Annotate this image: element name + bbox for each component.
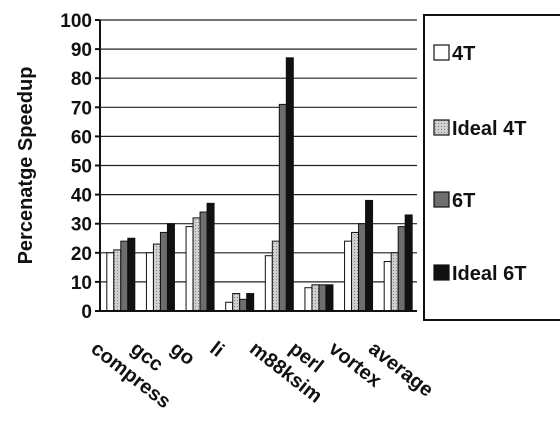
bar-go-6t <box>199 211 208 312</box>
bar-compress-ideal-4t <box>113 249 122 312</box>
bar-vortex-4t <box>344 240 353 312</box>
bar-compress-ideal-6t <box>127 237 136 312</box>
legend-label-6t: 6T <box>452 190 475 212</box>
legend-swatch-6t <box>433 191 450 208</box>
y-tick-label: 70 <box>71 98 92 119</box>
bar-average-ideal-4t <box>390 252 399 312</box>
bar-average-6t <box>397 226 406 312</box>
bar-compress-6t <box>120 240 129 312</box>
bar-vortex-6t <box>358 223 367 312</box>
bar-m88ksim-6t <box>278 103 287 312</box>
bars <box>106 57 413 312</box>
bar-perl-ideal-4t <box>311 284 320 312</box>
bar-li-4t <box>225 301 234 312</box>
bar-gcc-ideal-6t <box>166 223 175 312</box>
y-tick-label: 100 <box>60 11 92 32</box>
legend-label-ideal-4t: Ideal 4T <box>452 118 526 140</box>
legend-label-ideal-6t: Ideal 6T <box>452 263 526 285</box>
bar-compress-4t <box>106 252 115 312</box>
bar-m88ksim-ideal-6t <box>285 57 294 312</box>
legend-swatch-ideal-4t <box>433 119 450 136</box>
bar-go-ideal-4t <box>192 217 201 312</box>
bar-li-ideal-6t <box>246 293 255 312</box>
bar-vortex-ideal-4t <box>351 231 360 312</box>
bar-m88ksim-ideal-4t <box>271 240 280 312</box>
y-axis-title: Percenatge Speedup <box>15 67 37 265</box>
legend: 4T Ideal 4T 6T Ideal 6T <box>423 14 560 321</box>
bar-gcc-4t <box>145 252 154 312</box>
y-tick-label: 50 <box>71 157 92 178</box>
y-tick-label: 20 <box>71 244 92 265</box>
y-tick-label: 60 <box>71 127 92 148</box>
legend-swatch-ideal-6t <box>433 264 450 281</box>
y-tick-labels: 0 10 20 30 40 50 60 70 80 90 100 <box>60 11 92 323</box>
y-tick-label: 80 <box>71 69 92 90</box>
y-tick-label: 0 <box>81 302 92 323</box>
category-label-li: li <box>206 338 228 362</box>
bar-perl-4t <box>304 287 313 312</box>
bar-go-4t <box>185 226 194 312</box>
bar-go-ideal-6t <box>206 202 215 312</box>
bar-m88ksim-4t <box>264 255 273 312</box>
legend-swatch-4t <box>433 44 450 61</box>
bar-perl-6t <box>318 284 327 312</box>
bar-li-6t <box>239 298 248 312</box>
bar-average-ideal-6t <box>404 214 413 312</box>
legend-label-4t: 4T <box>452 43 475 65</box>
bar-vortex-ideal-6t <box>365 199 374 312</box>
bar-gcc-ideal-4t <box>152 243 161 312</box>
y-tick-label: 10 <box>71 273 92 294</box>
y-tick-label: 30 <box>71 215 92 236</box>
y-tick-label: 40 <box>71 186 92 207</box>
y-tick-label: 90 <box>71 40 92 61</box>
bar-average-4t <box>383 261 392 312</box>
bar-perl-ideal-6t <box>325 284 334 312</box>
axes <box>95 19 417 312</box>
bar-li-ideal-4t <box>232 293 241 312</box>
category-label-go: go <box>166 338 199 370</box>
bar-gcc-6t <box>159 231 168 312</box>
